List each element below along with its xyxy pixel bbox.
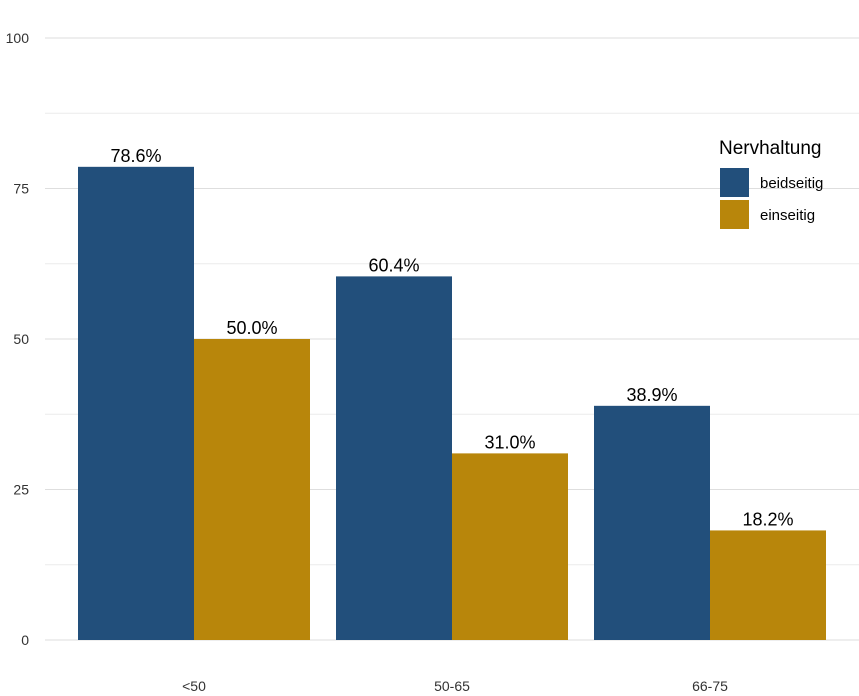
bar-einseitig-1 xyxy=(452,453,568,640)
y-tick-label: 75 xyxy=(13,181,29,197)
bar-value-label: 78.6% xyxy=(110,146,161,166)
y-tick-label: 50 xyxy=(13,331,29,347)
x-axis-ticks: <50 50-65 66-75 xyxy=(182,678,728,694)
legend-label-einseitig: einseitig xyxy=(760,207,815,224)
y-tick-label: 100 xyxy=(6,30,30,46)
legend-swatch-einseitig xyxy=(720,200,749,229)
bar-value-label: 60.4% xyxy=(368,255,419,275)
bar-einseitig-2 xyxy=(710,530,826,640)
bar-value-label: 31.0% xyxy=(484,432,535,452)
x-tick-label: <50 xyxy=(182,678,206,694)
bars xyxy=(78,166,826,640)
legend-title: Nervhaltung xyxy=(719,138,821,159)
y-tick-label: 25 xyxy=(13,482,29,498)
bar-value-label: 38.9% xyxy=(626,385,677,405)
bar-einseitig-0 xyxy=(194,339,310,640)
legend-swatch-beidseitig xyxy=(720,168,749,197)
y-tick-label: 0 xyxy=(21,632,29,648)
bar-value-labels: 78.6% 50.0% 60.4% 31.0% 38.9% 18.2% xyxy=(110,146,793,530)
legend-label-beidseitig: beidseitig xyxy=(760,175,823,192)
bar-value-label: 50.0% xyxy=(226,318,277,338)
y-axis-ticks: 0 25 50 75 100 xyxy=(6,30,30,648)
x-tick-label: 50-65 xyxy=(434,678,470,694)
bar-value-label: 18.2% xyxy=(742,509,793,529)
legend: Nervhaltung beidseitig einseitig xyxy=(719,138,823,229)
bar-beidseitig-1 xyxy=(336,276,452,640)
x-tick-label: 66-75 xyxy=(692,678,728,694)
bar-beidseitig-0 xyxy=(78,166,194,640)
bar-beidseitig-2 xyxy=(594,405,710,640)
